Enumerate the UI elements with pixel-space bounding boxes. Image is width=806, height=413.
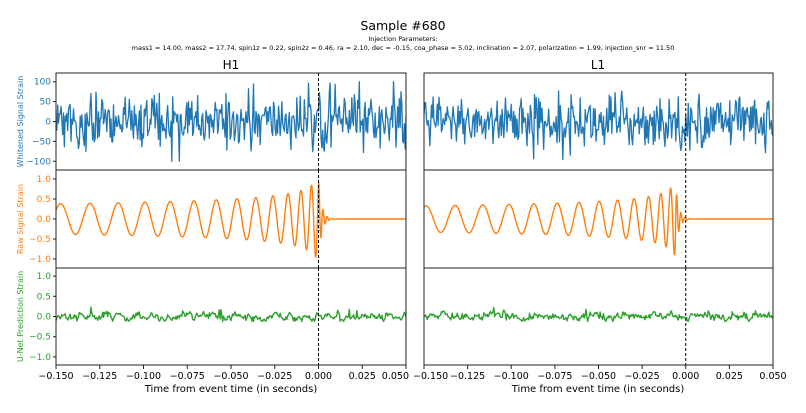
l1-x-tick-label: 0.025	[716, 371, 743, 382]
h1-y-axis-label: U-Net Prediction Strain	[16, 271, 25, 362]
h1-y-tick-label: 0.5	[37, 292, 51, 302]
h1-y-tick-label: 1.0	[37, 272, 52, 282]
l1-whitened-signal-line	[423, 90, 774, 161]
h1-y-tick-label: 100	[34, 78, 51, 88]
h1-y-axis-label: Raw Signal Strain	[16, 184, 25, 254]
h1-x-tick-label: −0.075	[170, 371, 205, 382]
h1-y-tick-label: −1.0	[29, 255, 51, 265]
l1-x-tick-label: −0.050	[581, 371, 616, 382]
h1-x-tick-label: −0.125	[82, 371, 117, 382]
l1-x-axis-label: Time from event time (in seconds)	[511, 384, 685, 395]
h1-y-tick-label: −1.0	[29, 353, 51, 363]
l1-x-tick-label: −0.075	[537, 371, 572, 382]
h1-raw-signal-line	[55, 181, 407, 258]
h1-y-tick-label: 50	[40, 98, 52, 108]
h1-y-tick-label: 0.0	[37, 215, 52, 225]
injection-parameters-heading: Injection Parameters:	[368, 35, 437, 43]
h1-x-tick-label: −0.050	[213, 371, 248, 382]
l1-x-tick-label: 0.000	[672, 371, 699, 382]
h1-x-tick-label: −0.025	[257, 371, 292, 382]
h1-x-tick-label: 0.025	[349, 371, 376, 382]
h1-x-tick-label: −0.100	[126, 371, 161, 382]
figure-title: Sample #680	[360, 18, 445, 33]
h1-y-tick-label: 0.5	[37, 195, 51, 205]
h1-y-tick-label: 0	[45, 118, 51, 128]
h1-unet-prediction-line	[55, 306, 407, 323]
l1-unet-prediction-line	[423, 306, 774, 323]
l1-x-tick-label: 0.050	[759, 371, 786, 382]
h1-whitened-signal-line	[55, 81, 407, 162]
h1-x-tick-label: −0.150	[38, 371, 73, 382]
h1-y-tick-label: −100	[26, 157, 51, 167]
l1-x-tick-label: −0.125	[450, 371, 485, 382]
h1-y-tick-label: −0.5	[29, 235, 51, 245]
h1-y-tick-label: −0.5	[29, 333, 51, 343]
h1-x-tick-label: 0.000	[305, 371, 332, 382]
l1-title: L1	[591, 58, 605, 72]
h1-y-tick-label: 1.0	[37, 175, 52, 185]
l1-x-tick-label: −0.025	[625, 371, 660, 382]
h1-y-axis-label: Whitened Signal Strain	[16, 76, 25, 168]
injection-parameters: mass1 = 14.00, mass2 = 17.74, spin1z = 0…	[132, 44, 675, 52]
h1-y-tick-label: −50	[32, 137, 51, 147]
h1-title: H1	[223, 58, 240, 72]
h1-y-tick-label: 0.0	[37, 313, 52, 323]
l1-raw-signal-line	[423, 187, 774, 256]
l1-x-tick-label: −0.100	[494, 371, 529, 382]
h1-x-axis-label: Time from event time (in seconds)	[144, 384, 318, 395]
h1-x-tick-label: 0.050	[382, 371, 409, 382]
l1-x-tick-label: −0.150	[413, 371, 448, 382]
